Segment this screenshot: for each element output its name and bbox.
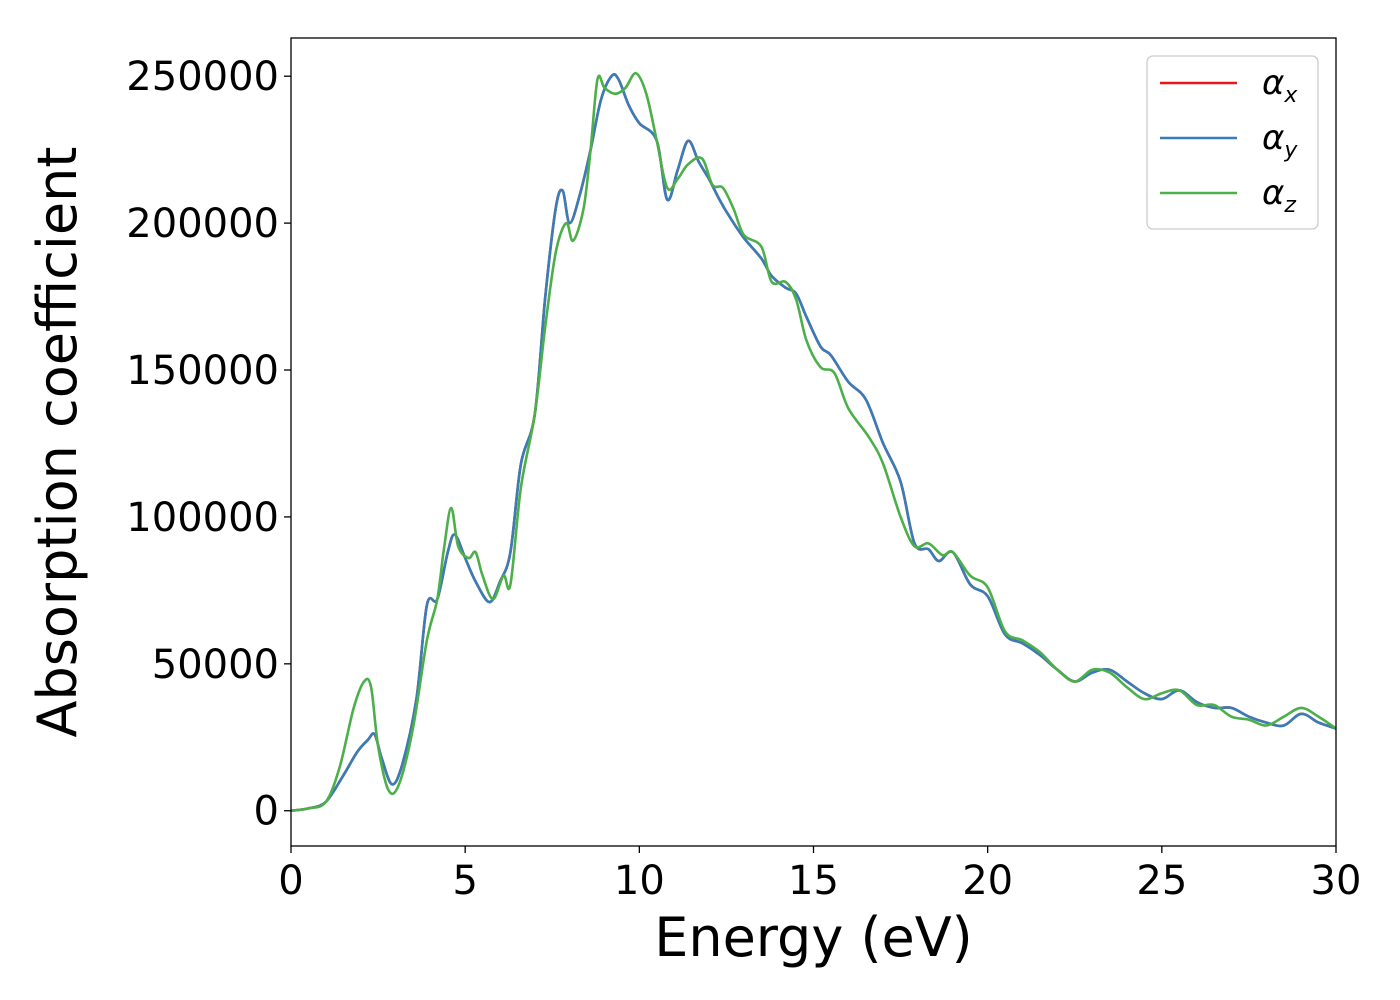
series-line-z	[290, 72, 1337, 812]
x-tick-label: 20	[962, 858, 1013, 904]
x-tick-label: 10	[614, 858, 665, 904]
legend-frame	[1146, 55, 1319, 230]
y-axis-label: Absorption coefficient	[26, 147, 89, 738]
y-tick-label: 50000	[152, 642, 279, 688]
series-layer	[290, 72, 1337, 812]
y-tick-label: 0	[254, 789, 279, 835]
x-tick-label: 25	[1136, 858, 1187, 904]
y-tick-label: 250000	[126, 54, 279, 100]
y-tick-label: 100000	[126, 495, 279, 541]
x-axis: 0 5 10 15 20 25 30	[278, 846, 1361, 904]
x-tick-label: 15	[788, 858, 839, 904]
x-tick-label: 30	[1311, 858, 1362, 904]
y-tick-label: 150000	[126, 348, 279, 394]
x-axis-label: Energy (eV)	[654, 906, 973, 969]
x-tick-label: 5	[452, 858, 477, 904]
series-line-y	[290, 73, 1337, 812]
y-tick-label: 200000	[126, 201, 279, 247]
x-tick-label: 0	[278, 858, 303, 904]
y-axis: 0 50000 100000 150000 200000 250000	[126, 54, 291, 835]
